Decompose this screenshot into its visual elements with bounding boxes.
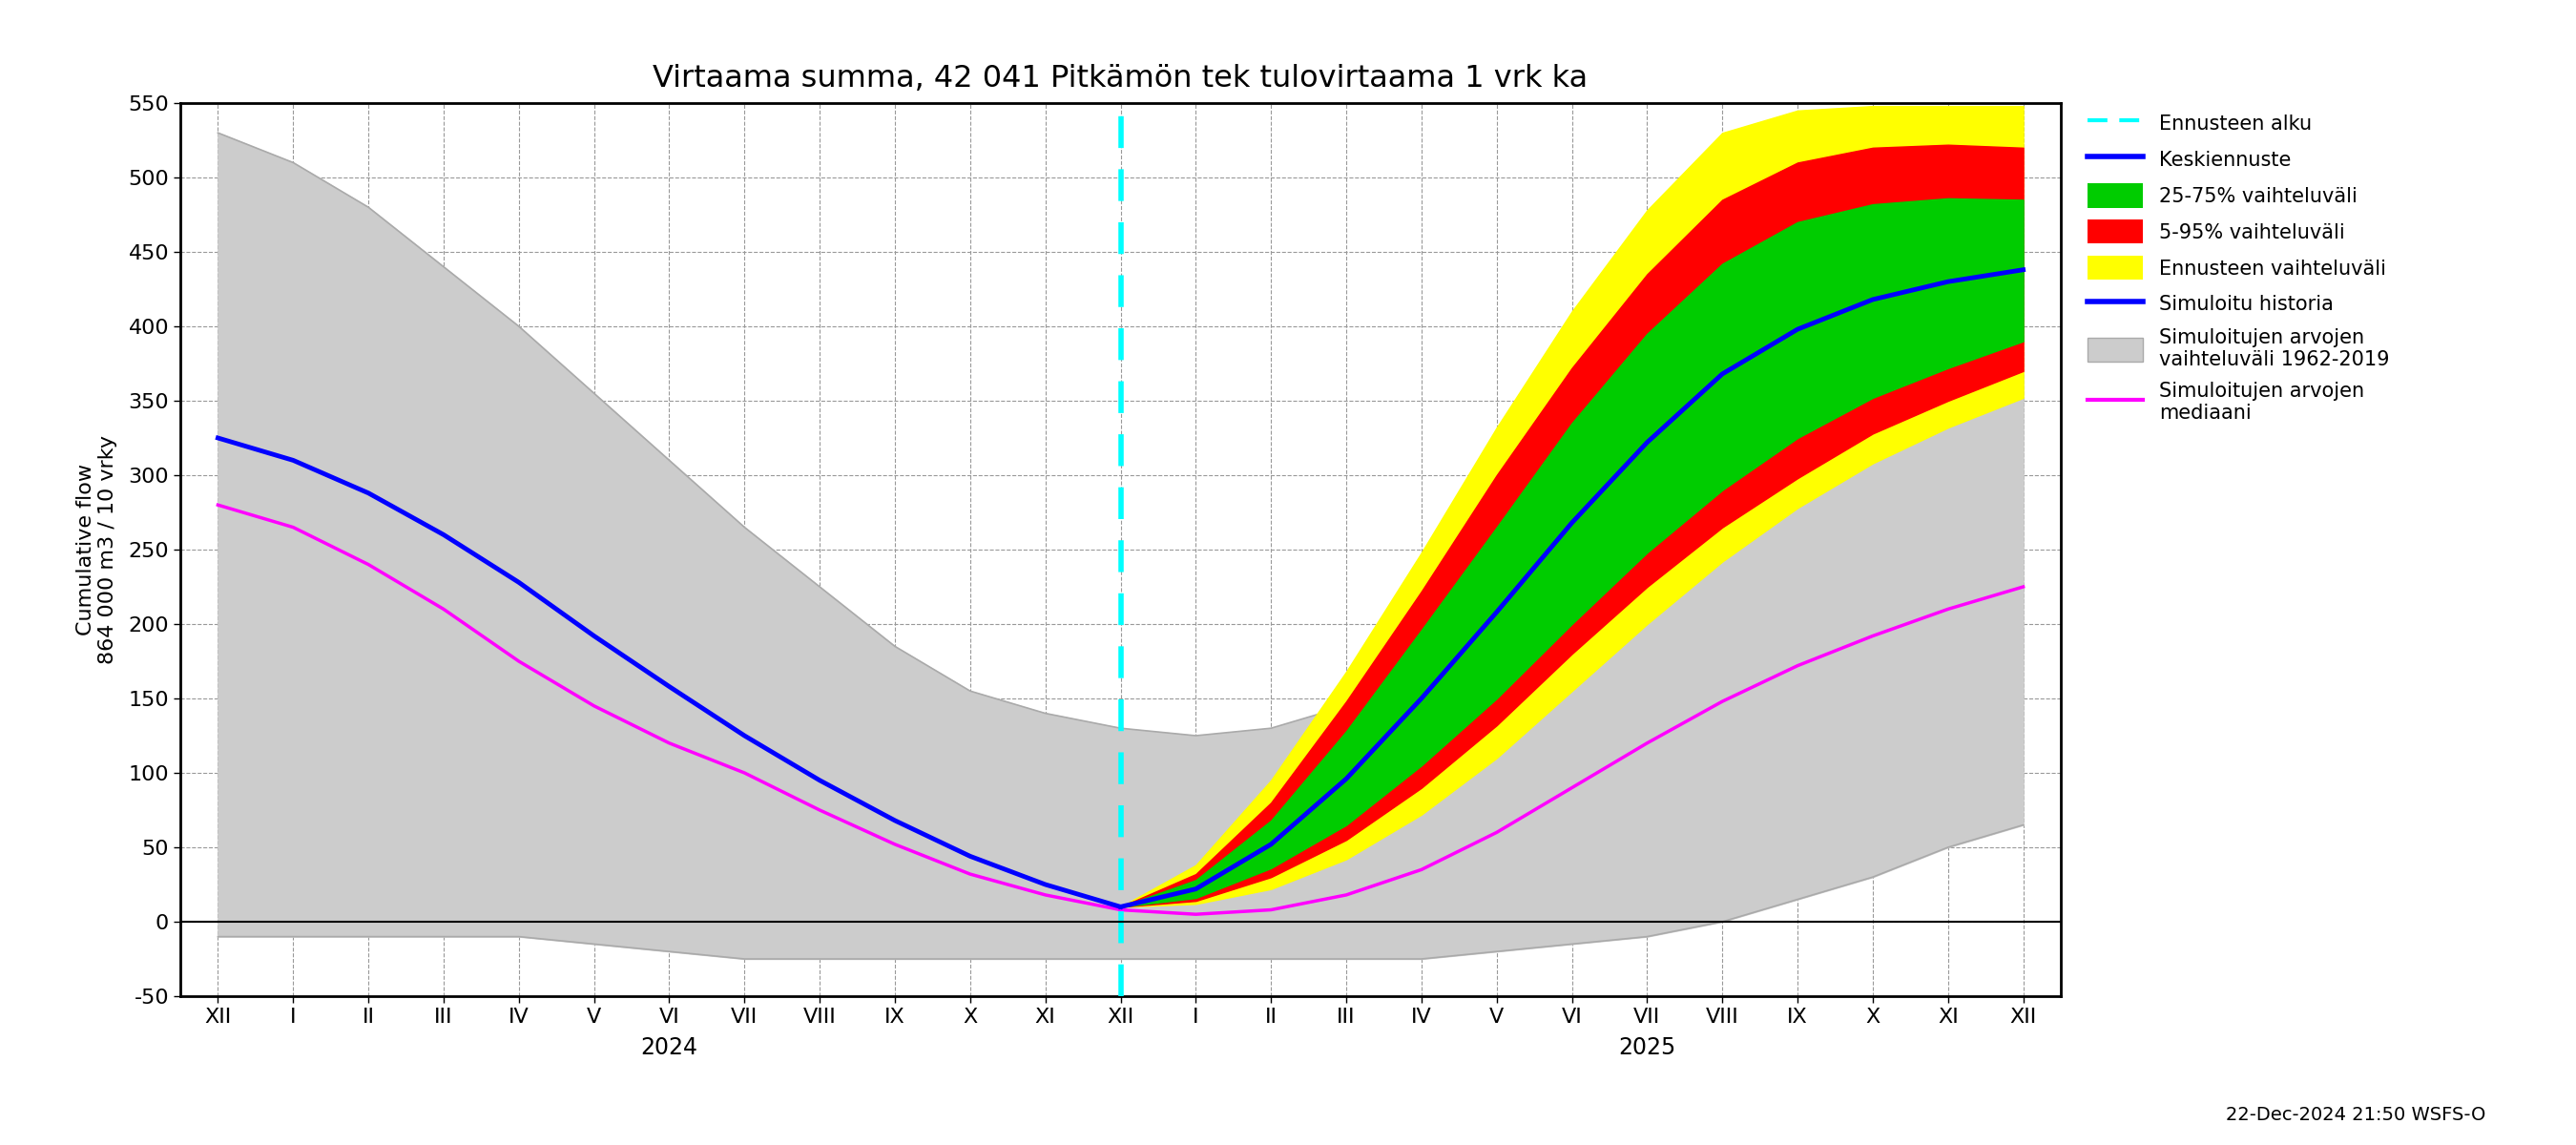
Text: 2024: 2024: [641, 1036, 698, 1059]
Y-axis label: Cumulative flow
864 000 m3 / 10 vrky: Cumulative flow 864 000 m3 / 10 vrky: [77, 435, 118, 664]
Text: 2025: 2025: [1618, 1036, 1677, 1059]
Title: Virtaama summa, 42 041 Pitkämön tek tulovirtaama 1 vrk ka: Virtaama summa, 42 041 Pitkämön tek tulo…: [652, 64, 1589, 94]
Text: 22-Dec-2024 21:50 WSFS-O: 22-Dec-2024 21:50 WSFS-O: [2226, 1106, 2486, 1124]
Legend: Ennusteen alku, Keskiennuste, 25-75% vaihteluväli, 5-95% vaihteluväli, Ennusteen: Ennusteen alku, Keskiennuste, 25-75% vai…: [2079, 103, 2398, 431]
